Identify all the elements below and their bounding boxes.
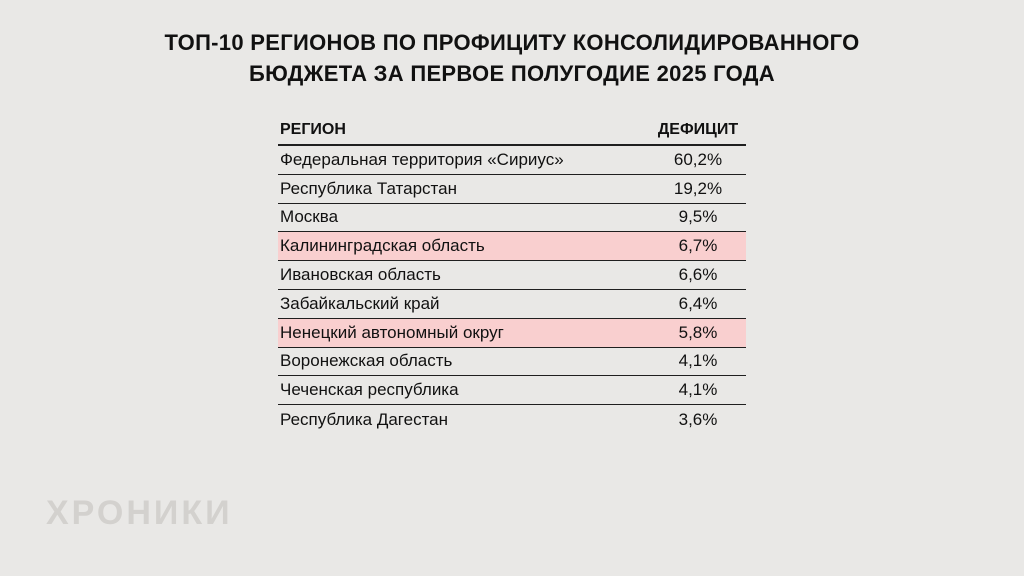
value-cell: 6,6% <box>678 265 718 285</box>
table-row: Федеральная территория «Сириус» 60,2% <box>278 146 746 175</box>
value-cell: 4,1% <box>678 380 718 400</box>
region-cell: Федеральная территория «Сириус» <box>280 149 564 169</box>
region-cell: Ивановская область <box>280 265 441 285</box>
region-cell: Москва <box>280 207 339 227</box>
value-cell: 9,5% <box>678 207 718 227</box>
region-cell: Калининградская область <box>280 236 485 256</box>
region-cell: Республика Татарстан <box>280 178 457 198</box>
value-cell: 5,8% <box>678 322 718 342</box>
region-cell: Забайкальский край <box>280 293 440 313</box>
table-row: Москва 9,5% <box>278 204 746 233</box>
region-cell: Чеченская республика <box>280 380 459 400</box>
table-row: Забайкальский край 6,4% <box>278 290 746 319</box>
region-cell: Ненецкий автономный округ <box>280 322 504 342</box>
table-row: Ивановская область 6,6% <box>278 261 746 290</box>
khroniki-logo: ХРОНИКИ <box>46 494 233 532</box>
regions-table: РЕГИОН ДЕФИЦИТ Федеральная территория «С… <box>278 118 746 434</box>
table-row: Республика Татарстан 19,2% <box>278 175 746 204</box>
value-cell: 6,4% <box>678 293 718 313</box>
value-cell: 6,7% <box>678 236 718 256</box>
region-column-header: РЕГИОН <box>280 121 346 138</box>
value-cell: 60,2% <box>673 149 723 169</box>
value-cell: 3,6% <box>678 409 718 429</box>
title-line-1: ТОП-10 РЕГИОНОВ ПО ПРОФИЦИТУ КОНСОЛИДИРО… <box>164 30 860 55</box>
region-cell: Воронежская область <box>280 351 453 371</box>
region-cell: Республика Дагестан <box>280 409 449 429</box>
table-header-row: РЕГИОН ДЕФИЦИТ <box>278 118 746 146</box>
value-cell: 19,2% <box>673 178 723 198</box>
table-row: Воронежская область 4,1% <box>278 348 746 377</box>
value-cell: 4,1% <box>678 351 718 371</box>
deficit-column-header: ДЕФИЦИТ <box>657 121 739 138</box>
table-row: Республика Дагестан 3,6% <box>278 405 746 434</box>
title-line-2: БЮДЖЕТА ЗА ПЕРВОЕ ПОЛУГОДИЕ 2025 ГОДА <box>249 60 775 86</box>
page-title: ТОП-10 РЕГИОНОВ ПО ПРОФИЦИТУ КОНСОЛИДИРО… <box>0 28 1024 90</box>
table-row-highlighted: Калининградская область 6,7% <box>278 232 746 262</box>
table-row-highlighted: Ненецкий автономный округ 5,8% <box>278 318 746 348</box>
table-row: Чеченская республика 4,1% <box>278 376 746 406</box>
